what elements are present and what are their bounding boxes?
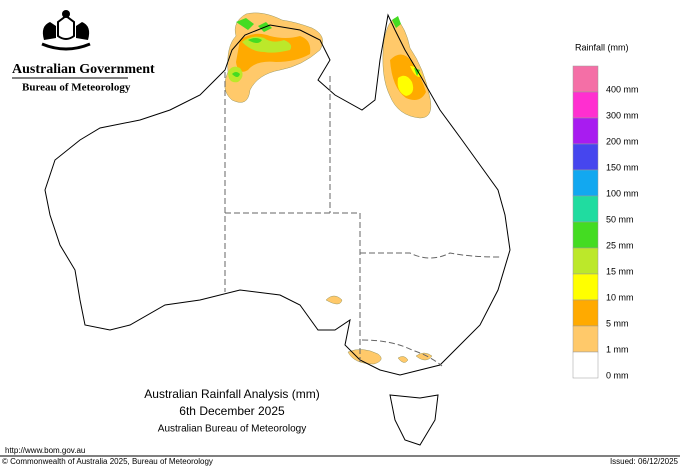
legend-swatch	[572, 299, 599, 327]
legend-swatch	[572, 325, 599, 353]
map-source: Australian Bureau of Meteorology	[158, 424, 306, 435]
legend-swatch	[572, 91, 599, 119]
bureau-name: Bureau of Meteorology	[22, 82, 131, 94]
legend-label: 5 mm	[606, 318, 629, 328]
legend-label: 10 mm	[606, 292, 634, 302]
legend-swatch	[572, 195, 599, 223]
state-borders	[224, 72, 501, 367]
legend-swatch	[572, 117, 599, 145]
legend-swatch	[572, 143, 599, 171]
legend-label: 100 mm	[606, 188, 639, 198]
legend-swatch	[572, 65, 599, 93]
legend-swatch	[572, 351, 599, 379]
footer-issued: Issued: 06/12/2025	[610, 457, 679, 466]
legend-title: Rainfall (mm)	[575, 42, 629, 52]
legend: 400 mm 300 mm 200 mm 150 mm 100 mm 50 mm 25 mm…	[572, 65, 639, 380]
legend-label: 300 mm	[606, 110, 639, 120]
legend-label: 15 mm	[606, 266, 634, 276]
australia-outline	[44, 13, 511, 446]
map-date: 6th December 2025	[179, 404, 285, 418]
legend-label: 25 mm	[606, 240, 634, 250]
footer-copyright: © Commonwealth of Australia 2025, Bureau…	[2, 457, 213, 466]
legend-swatch	[572, 273, 599, 301]
legend-label: 0 mm	[606, 370, 629, 380]
legend-label: 50 mm	[606, 214, 634, 224]
legend-swatch	[572, 247, 599, 275]
coat-of-arms	[41, 10, 91, 51]
footer-url: http://www.bom.gov.au	[5, 446, 85, 455]
legend-label: 150 mm	[606, 162, 639, 172]
legend-label: 400 mm	[606, 84, 639, 94]
legend-label: 1 mm	[606, 344, 629, 354]
agency-name: Australian Government	[12, 62, 155, 77]
legend-label: 200 mm	[606, 136, 639, 146]
map-title: Australian Rainfall Analysis (mm)	[144, 387, 319, 401]
legend-swatch	[572, 221, 599, 249]
rainfall-areas	[224, 12, 433, 365]
legend-swatch	[572, 169, 599, 197]
